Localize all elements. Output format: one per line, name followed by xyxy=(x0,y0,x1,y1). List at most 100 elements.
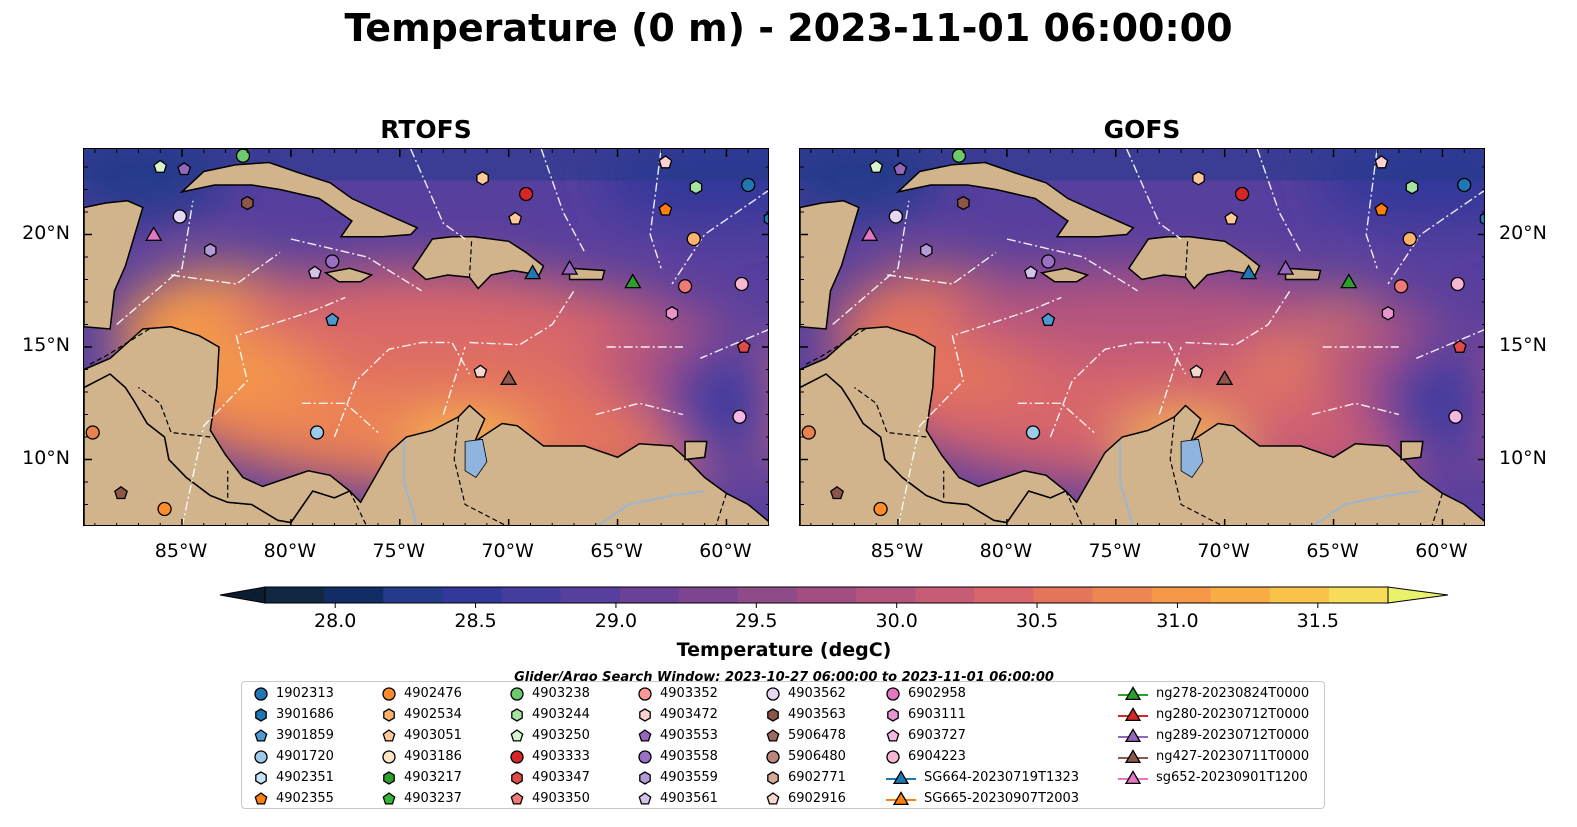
legend-label: 4903553 xyxy=(660,728,718,743)
river xyxy=(596,490,705,525)
legend-entry: 6902916 xyxy=(766,788,846,809)
legend-entry: 4902351 xyxy=(254,767,334,788)
colorbar-tick-label: 28.5 xyxy=(454,610,497,632)
argo-float-marker xyxy=(241,195,254,211)
legend-label: ng280-20230712T0000 xyxy=(1156,707,1310,722)
colorbar xyxy=(219,586,1449,608)
legend-entry: 4903333 xyxy=(510,746,590,767)
lake-maracaibo xyxy=(464,438,488,479)
argo-float-marker xyxy=(177,162,192,176)
argo-float-marker xyxy=(325,312,340,326)
legend-label: 4903347 xyxy=(532,770,590,785)
legend-label: 4903244 xyxy=(532,707,590,722)
argo-float-marker xyxy=(1023,265,1038,279)
legend-marker xyxy=(638,728,652,742)
map-panel-rtofs[interactable] xyxy=(83,148,769,526)
legend-marker-icon xyxy=(383,770,395,785)
legend-entry: 4903347 xyxy=(510,767,590,788)
land-puerto-rico xyxy=(1284,267,1322,281)
legend-entry: 4903352 xyxy=(638,683,718,704)
legend-marker-icon xyxy=(886,686,900,701)
colorbar-segment xyxy=(501,587,562,603)
legend-marker xyxy=(766,791,780,805)
legend-entry: sg652-20230901T1200 xyxy=(1118,767,1308,788)
country-border xyxy=(1065,490,1083,525)
argo-float-marker xyxy=(686,231,701,247)
eez-boundary xyxy=(171,251,281,285)
lon-tick-label: 75°W xyxy=(1088,540,1141,562)
legend-label: 4903472 xyxy=(660,707,718,722)
legend-entry: ng427-20230711T0000 xyxy=(1118,746,1309,767)
colorbar-segment xyxy=(737,587,798,603)
argo-float-marker xyxy=(869,159,884,173)
legend-label: 4903051 xyxy=(404,728,462,743)
colorbar-segment xyxy=(324,587,384,603)
legend-label: 6903727 xyxy=(908,728,966,743)
legend-label: 4903350 xyxy=(532,791,590,806)
colorbar-extend-low xyxy=(219,586,266,604)
land-trinidad xyxy=(684,440,708,461)
colorbar-segment xyxy=(856,587,916,603)
eez-boundary xyxy=(1049,341,1187,438)
eez-boundary xyxy=(1256,149,1302,253)
lat-tick-label-left: 15°N xyxy=(22,334,70,356)
argo-float-marker xyxy=(741,177,756,193)
legend-marker xyxy=(254,749,268,764)
eez-boundary xyxy=(290,238,422,292)
colorbar-tick-label: 31.5 xyxy=(1296,610,1339,632)
lat-tick-label-right: 20°N xyxy=(1499,221,1547,244)
legend-entry: 3901686 xyxy=(254,704,334,725)
eez-boundary xyxy=(540,149,586,253)
lat-tick-label-left: 10°N xyxy=(22,446,70,469)
legend-marker-icon xyxy=(382,728,396,742)
lat-tick-label-right: 15°N xyxy=(1499,334,1547,356)
colorbar-tick-label: 28.0 xyxy=(314,610,357,632)
legend-marker xyxy=(383,707,395,722)
legend-entry: 6902771 xyxy=(766,767,846,788)
legend-label: SG665-20230907T2003 xyxy=(924,791,1080,806)
legend-marker-icon xyxy=(887,707,899,722)
legend-marker xyxy=(766,728,780,742)
eez-boundary xyxy=(595,402,684,416)
lon-tick-label: 85°W xyxy=(870,540,924,562)
legend-label: 6902916 xyxy=(788,791,846,806)
land-cuba xyxy=(895,161,1135,238)
legend-label: ng278-20230824T0000 xyxy=(1156,686,1310,701)
eez-boundary xyxy=(469,290,575,346)
legend-marker xyxy=(892,790,910,805)
legend-marker xyxy=(1124,727,1142,742)
argo-float-marker xyxy=(172,209,187,224)
legend-entry: 4902534 xyxy=(382,704,462,725)
lat-tick-label-right: 10°N xyxy=(1499,446,1547,469)
legend-label: 1902313 xyxy=(276,686,334,701)
map-canvas xyxy=(800,149,1484,525)
map-panel-gofs[interactable] xyxy=(799,148,1485,526)
legend-marker xyxy=(887,707,899,722)
colorbar-tick-label: 29.5 xyxy=(735,610,778,632)
legend-entry: SG665-20230907T2003 xyxy=(886,788,1079,809)
legend-label: 5906480 xyxy=(788,749,846,764)
colorbar-segment xyxy=(974,587,1034,603)
legend-entry: 4903561 xyxy=(638,788,718,809)
legend-entry: 4903238 xyxy=(510,683,590,704)
colorbar-tick-label: 31.0 xyxy=(1156,610,1199,632)
lon-tick-label: 85°W xyxy=(154,540,208,562)
eez-boundary xyxy=(897,296,1062,525)
legend-marker xyxy=(510,686,524,701)
river xyxy=(1312,490,1421,525)
lon-tick-label: 80°W xyxy=(263,540,317,562)
panel-title-rtofs: RTOFS xyxy=(380,115,472,144)
legend-marker-icon xyxy=(766,686,780,701)
legend-marker-icon xyxy=(510,686,524,701)
legend-entry: 4903558 xyxy=(638,746,718,767)
colorbar-segment xyxy=(1269,587,1330,603)
legend-label: 4903217 xyxy=(404,770,462,785)
legend-label: 6903111 xyxy=(908,707,966,722)
legend-marker-icon xyxy=(1118,685,1148,700)
colorbar-segment xyxy=(265,587,325,603)
legend-marker-icon xyxy=(886,790,916,805)
argo-float-marker xyxy=(1402,231,1417,247)
legend-marker-icon xyxy=(383,707,395,722)
legend-marker xyxy=(886,728,900,742)
eez-boundary xyxy=(1311,402,1400,416)
